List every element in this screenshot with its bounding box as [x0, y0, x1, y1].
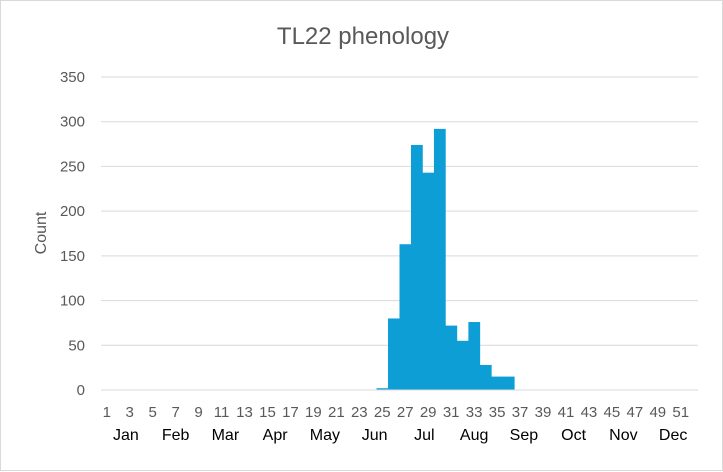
bar	[399, 244, 412, 390]
y-tick-label: 100	[60, 293, 85, 310]
month-label: Nov	[609, 427, 637, 444]
y-tick-label: 200	[60, 203, 85, 220]
bar	[433, 128, 446, 390]
y-tick-labels: 0 50 100 150 200 250 300 350	[60, 69, 85, 399]
x-tick-label: 45	[604, 404, 621, 421]
x-tick-label: 29	[420, 404, 437, 421]
month-label: Jan	[113, 427, 139, 444]
bar	[445, 325, 458, 390]
y-tick-label: 50	[68, 337, 85, 354]
x-tick-label: 23	[351, 404, 368, 421]
x-tick-labels: 1 3 5 7 9 11 13 15 17 19 21 23 25 27 29 31 33 35 37 39 41 43 4…	[103, 404, 690, 421]
month-label: Sep	[510, 427, 539, 444]
y-tick-label: 250	[60, 158, 85, 175]
x-tick-label: 31	[443, 404, 460, 421]
bar	[456, 340, 469, 390]
bar	[502, 376, 515, 390]
x-tick-label: 49	[649, 404, 666, 421]
x-tick-label: 33	[466, 404, 483, 421]
x-tick-label: 9	[194, 404, 202, 421]
bar	[491, 376, 504, 390]
x-tick-label: 25	[374, 404, 391, 421]
bars	[376, 128, 515, 390]
x-tick-label: 43	[581, 404, 598, 421]
month-label: Oct	[561, 427, 586, 444]
y-tick-label: 0	[77, 382, 85, 399]
month-label: Mar	[212, 427, 240, 444]
bar	[410, 144, 423, 390]
month-label: Jul	[414, 427, 434, 444]
x-tick-label: 13	[236, 404, 253, 421]
month-label: Feb	[162, 427, 190, 444]
chart-title: TL22 phenology	[277, 23, 449, 50]
y-tick-label: 300	[60, 114, 85, 131]
bar	[422, 172, 435, 390]
x-tick-label: 51	[672, 404, 689, 421]
x-tick-label: 37	[512, 404, 529, 421]
bar	[468, 322, 481, 390]
x-tick-label: 3	[126, 404, 134, 421]
x-tick-label: 5	[148, 404, 156, 421]
x-tick-label: 27	[397, 404, 414, 421]
month-label: May	[310, 427, 340, 444]
month-label: Apr	[263, 427, 289, 444]
bar	[376, 388, 389, 390]
x-tick-label: 17	[282, 404, 299, 421]
x-tick-label: 19	[305, 404, 322, 421]
y-axis-label: Count	[33, 211, 50, 254]
month-label: Jun	[362, 427, 388, 444]
y-tick-label: 150	[60, 248, 85, 265]
month-label: Dec	[659, 427, 687, 444]
x-tick-label: 21	[328, 404, 345, 421]
x-tick-label: 11	[214, 404, 230, 421]
bar	[388, 318, 400, 390]
bar	[479, 364, 492, 390]
x-tick-label: 47	[627, 404, 644, 421]
x-tick-label: 1	[103, 404, 111, 421]
x-tick-label: 41	[558, 404, 575, 421]
x-tick-label: 15	[259, 404, 276, 421]
month-label: Aug	[460, 427, 488, 444]
month-labels: Jan Feb Mar Apr May Jun Jul Aug Sep Oct Nov Dec	[113, 427, 687, 444]
x-tick-label: 7	[171, 404, 179, 421]
x-tick-label: 35	[489, 404, 506, 421]
y-tick-label: 350	[60, 69, 85, 86]
x-tick-label: 39	[535, 404, 552, 421]
